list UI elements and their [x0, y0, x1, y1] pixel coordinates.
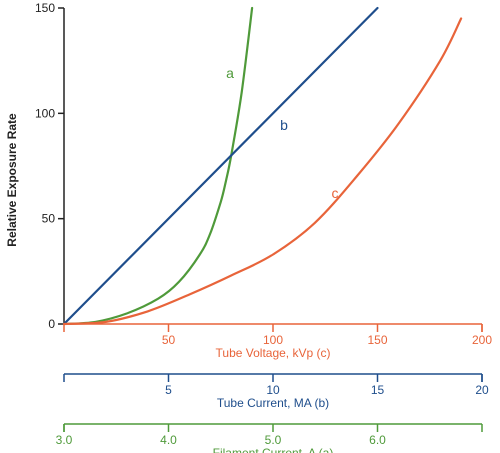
series-a-line [62, 6, 254, 326]
series-c-line [62, 17, 463, 326]
series-a-label: a [226, 65, 234, 81]
x-axis-a-tick-label: 6.0 [369, 433, 386, 447]
x-axis-a-title: Filament Current, A (a) [213, 446, 334, 453]
series-c-label: c [332, 185, 339, 201]
series-b-label: b [280, 117, 288, 133]
x-axis-b-tick-label: 10 [266, 383, 280, 397]
x-axis-c-tick-label: 100 [263, 333, 283, 347]
x-axis-b-tick-label: 20 [475, 383, 489, 397]
x-axis-a-tick-label: 3.0 [56, 433, 73, 447]
x-axis-c-tick-label: 50 [162, 333, 176, 347]
x-axis-b-title: Tube Current, MA (b) [217, 396, 329, 410]
x-axis-c-tick-label: 200 [472, 333, 492, 347]
x-axis-a: 3.0 4.0 5.0 6.0 Filament Current, A (a) [56, 423, 483, 453]
y-axis-title: Relative Exposure Rate [5, 113, 19, 247]
y-axis: 0 50 100 150 [35, 1, 65, 331]
x-axis-c: 50 100 150 200 Tube Voltage, kVp (c) [63, 323, 492, 360]
y-tick-label: 50 [42, 212, 56, 226]
y-tick-label: 100 [35, 106, 55, 120]
y-tick-label: 150 [35, 1, 55, 15]
x-axis-c-tick-label: 150 [367, 333, 387, 347]
x-axis-c-title: Tube Voltage, kVp (c) [216, 346, 331, 360]
y-tick-label: 0 [48, 317, 55, 331]
curves: a b c [62, 6, 463, 326]
x-axis-a-tick-label: 4.0 [160, 433, 177, 447]
x-axis-b-tick-label: 5 [165, 383, 172, 397]
x-axis-b-tick-label: 15 [371, 383, 385, 397]
x-axes: 50 100 150 200 Tube Voltage, kVp (c) 5 10 15 20 T… [56, 323, 492, 453]
series-b-line [62, 6, 379, 326]
x-axis-b: 5 10 15 20 Tube Current, MA (b) [63, 373, 489, 410]
x-axis-a-tick-label: 5.0 [265, 433, 282, 447]
